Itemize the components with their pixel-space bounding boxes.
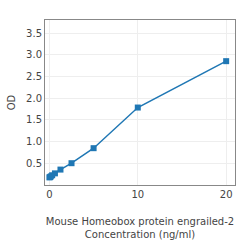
svg-text:10: 10 — [131, 189, 144, 200]
svg-text:OD: OD — [6, 94, 17, 110]
svg-text:3.0: 3.0 — [26, 49, 42, 60]
svg-text:0: 0 — [46, 189, 52, 200]
svg-text:Mouse Homeobox protein engrail: Mouse Homeobox protein engrailed-2Concen… — [46, 216, 234, 240]
svg-text:2.5: 2.5 — [26, 71, 42, 82]
svg-text:3.5: 3.5 — [26, 28, 42, 39]
svg-text:2.0: 2.0 — [26, 93, 42, 104]
svg-text:20: 20 — [220, 189, 233, 200]
svg-text:1.5: 1.5 — [26, 114, 42, 125]
svg-text:0.5: 0.5 — [26, 158, 42, 169]
svg-text:1.0: 1.0 — [26, 136, 42, 147]
